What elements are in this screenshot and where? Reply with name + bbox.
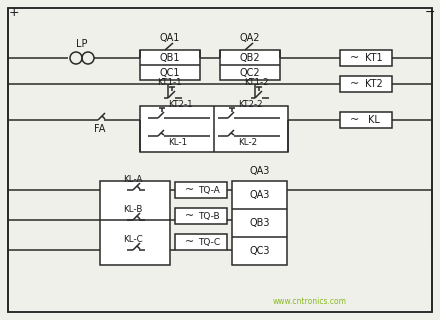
Text: +: + xyxy=(9,5,19,19)
Text: QB3: QB3 xyxy=(249,218,270,228)
Text: QC1: QC1 xyxy=(160,68,180,77)
Bar xyxy=(220,50,280,80)
Text: ~: ~ xyxy=(185,211,194,221)
Text: KT1: KT1 xyxy=(365,53,383,63)
Text: QC2: QC2 xyxy=(240,68,260,77)
Text: QC3: QC3 xyxy=(249,246,270,256)
Bar xyxy=(140,106,288,152)
Bar xyxy=(140,50,200,80)
Text: ~: ~ xyxy=(350,53,359,63)
Text: FA: FA xyxy=(94,124,106,134)
Text: QA3: QA3 xyxy=(249,166,270,176)
Text: ~: ~ xyxy=(350,115,359,125)
Text: KL-B: KL-B xyxy=(123,204,143,213)
Text: KT2: KT2 xyxy=(365,79,383,89)
Text: KL-2: KL-2 xyxy=(238,138,257,147)
Text: −: − xyxy=(425,5,435,19)
Bar xyxy=(340,50,392,66)
Text: QA1: QA1 xyxy=(160,33,180,43)
Text: TQ-C: TQ-C xyxy=(198,237,220,246)
Text: LP: LP xyxy=(76,39,88,49)
Text: KT1-1: KT1-1 xyxy=(157,77,181,86)
Text: ~: ~ xyxy=(185,185,194,195)
Bar xyxy=(232,181,287,265)
Text: KL-C: KL-C xyxy=(123,235,143,244)
Bar xyxy=(340,112,392,128)
Bar xyxy=(175,234,227,250)
Text: KL: KL xyxy=(368,115,380,125)
Text: TQ-B: TQ-B xyxy=(198,212,220,220)
Text: KT2-1: KT2-1 xyxy=(168,100,193,108)
Bar xyxy=(175,208,227,224)
Bar xyxy=(340,76,392,92)
Text: www.cntronics.com: www.cntronics.com xyxy=(273,298,347,307)
Text: ~: ~ xyxy=(350,79,359,89)
Text: KT2-2: KT2-2 xyxy=(238,100,263,108)
Text: KT1-2: KT1-2 xyxy=(244,77,268,86)
Text: ~: ~ xyxy=(185,237,194,247)
Text: KL-A: KL-A xyxy=(123,174,143,183)
Bar xyxy=(100,181,170,265)
Text: QB2: QB2 xyxy=(240,52,260,62)
Text: QA3: QA3 xyxy=(249,190,270,200)
Text: KL-1: KL-1 xyxy=(168,138,187,147)
Bar xyxy=(175,182,227,198)
Text: QB1: QB1 xyxy=(160,52,180,62)
Text: TQ-A: TQ-A xyxy=(198,186,220,195)
Text: QA2: QA2 xyxy=(240,33,260,43)
